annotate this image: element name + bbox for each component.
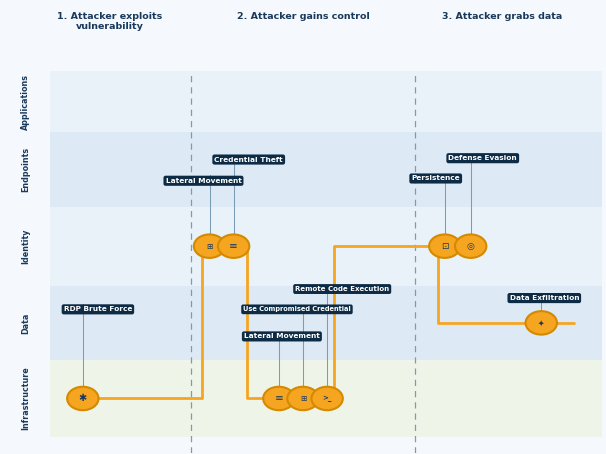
Text: ✱: ✱ — [79, 394, 87, 404]
Text: ✦: ✦ — [538, 318, 544, 327]
Text: ≡: ≡ — [275, 394, 283, 404]
Text: Lateral Movement: Lateral Movement — [244, 333, 320, 340]
Text: 2. Attacker gains control: 2. Attacker gains control — [236, 12, 370, 21]
Text: >_: >_ — [322, 395, 332, 402]
Text: Infrastructure: Infrastructure — [21, 366, 30, 430]
Bar — [50, 360, 602, 437]
Bar — [50, 132, 602, 207]
Text: ⊡: ⊡ — [441, 242, 448, 251]
Circle shape — [218, 234, 249, 258]
Text: Remote Code Execution: Remote Code Execution — [295, 286, 389, 292]
Circle shape — [287, 387, 319, 410]
Text: Credential Theft: Credential Theft — [215, 157, 283, 163]
Text: Data Exfiltration: Data Exfiltration — [510, 295, 579, 301]
Circle shape — [311, 387, 343, 410]
Bar — [50, 71, 602, 132]
Text: Endpoints: Endpoints — [21, 147, 30, 192]
Circle shape — [455, 234, 487, 258]
Circle shape — [263, 387, 295, 410]
Circle shape — [194, 234, 225, 258]
Text: Data: Data — [21, 312, 30, 334]
Text: Identity: Identity — [21, 228, 30, 264]
Text: 1. Attacker exploits
vulnerability: 1. Attacker exploits vulnerability — [58, 12, 162, 31]
Bar — [50, 207, 602, 286]
Text: ⊞: ⊞ — [206, 242, 213, 251]
Text: ≡: ≡ — [229, 241, 238, 251]
Text: Persistence: Persistence — [411, 176, 460, 182]
Text: Defense Evasion: Defense Evasion — [448, 155, 517, 161]
Circle shape — [429, 234, 461, 258]
Bar — [50, 286, 602, 360]
Circle shape — [67, 387, 99, 410]
Text: ⊞: ⊞ — [300, 394, 306, 403]
Text: Use Compromised Credential: Use Compromised Credential — [243, 306, 351, 312]
Text: RDP Brute Force: RDP Brute Force — [64, 306, 132, 312]
Text: Lateral Movement: Lateral Movement — [165, 178, 241, 184]
Text: 3. Attacker grabs data: 3. Attacker grabs data — [442, 12, 562, 21]
Circle shape — [525, 311, 557, 335]
Text: ◎: ◎ — [467, 242, 474, 251]
Text: Applications: Applications — [21, 74, 30, 130]
